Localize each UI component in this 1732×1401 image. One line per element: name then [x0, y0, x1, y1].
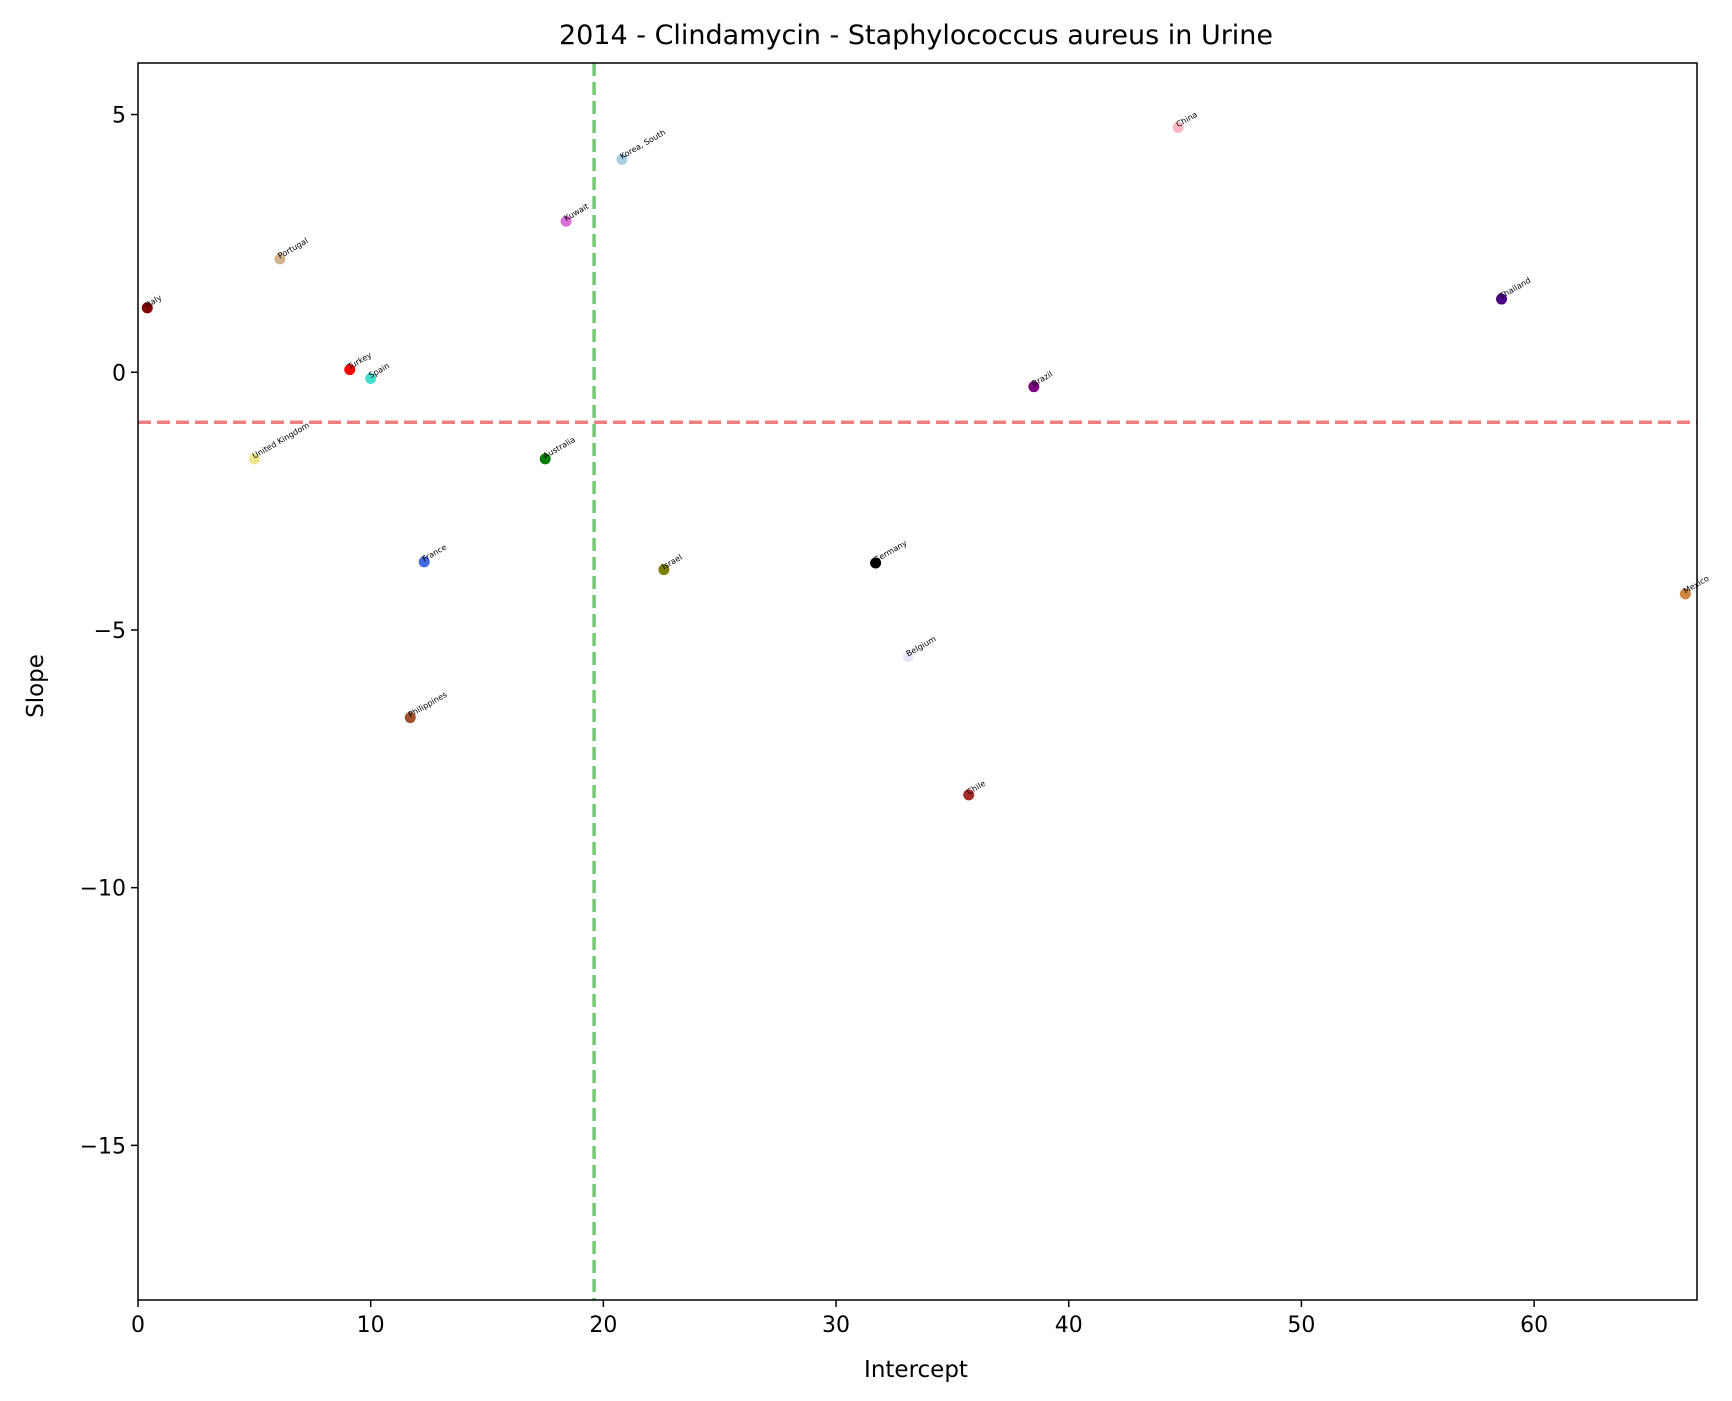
data-points — [141, 121, 1691, 801]
point-spain — [365, 372, 377, 384]
point-china — [1172, 121, 1184, 133]
point-italy — [141, 302, 153, 314]
x-tick-label: 30 — [822, 1313, 850, 1338]
point-united-kingdom — [248, 453, 260, 465]
y-tick-label: 0 — [112, 361, 126, 386]
point-belgium — [902, 651, 914, 663]
x-tick-label: 50 — [1287, 1313, 1315, 1338]
plot-area — [138, 63, 1697, 1300]
x-tick-label: 0 — [131, 1313, 145, 1338]
point-chile — [963, 789, 975, 801]
y-axis-label: Slope — [23, 654, 49, 718]
x-axis-label: Intercept — [864, 1357, 968, 1383]
point-portugal — [274, 253, 286, 265]
point-kuwait — [560, 215, 572, 227]
point-australia — [539, 453, 551, 465]
point-germany — [870, 557, 882, 569]
reference-lines — [138, 63, 1697, 1300]
x-axis-ticks: 0 10 20 30 40 50 60 — [131, 1300, 1548, 1338]
x-tick-label: 60 — [1520, 1313, 1548, 1338]
point-brazil — [1028, 381, 1040, 393]
point-thailand — [1496, 293, 1508, 305]
y-tick-label: 5 — [112, 104, 126, 129]
y-tick-label: −10 — [80, 877, 126, 902]
point-philippines — [404, 712, 416, 724]
plot-background — [138, 63, 1697, 1300]
point-mexico — [1679, 588, 1691, 600]
chart-title: 2014 - Clindamycin - Staphylococcus aure… — [559, 20, 1273, 51]
plot-frame — [137, 62, 1698, 1301]
x-tick-label: 40 — [1055, 1313, 1083, 1338]
x-tick-label: 20 — [589, 1313, 617, 1338]
x-tick-label: 10 — [357, 1313, 385, 1338]
y-axis-ticks: 5 0 −5 −10 −15 — [80, 104, 138, 1159]
point-france — [418, 556, 430, 568]
point-turkey — [344, 364, 356, 376]
y-tick-label: −15 — [80, 1134, 126, 1159]
point-korea-south — [616, 153, 628, 165]
point-israel — [658, 564, 670, 576]
y-tick-label: −5 — [94, 619, 126, 644]
